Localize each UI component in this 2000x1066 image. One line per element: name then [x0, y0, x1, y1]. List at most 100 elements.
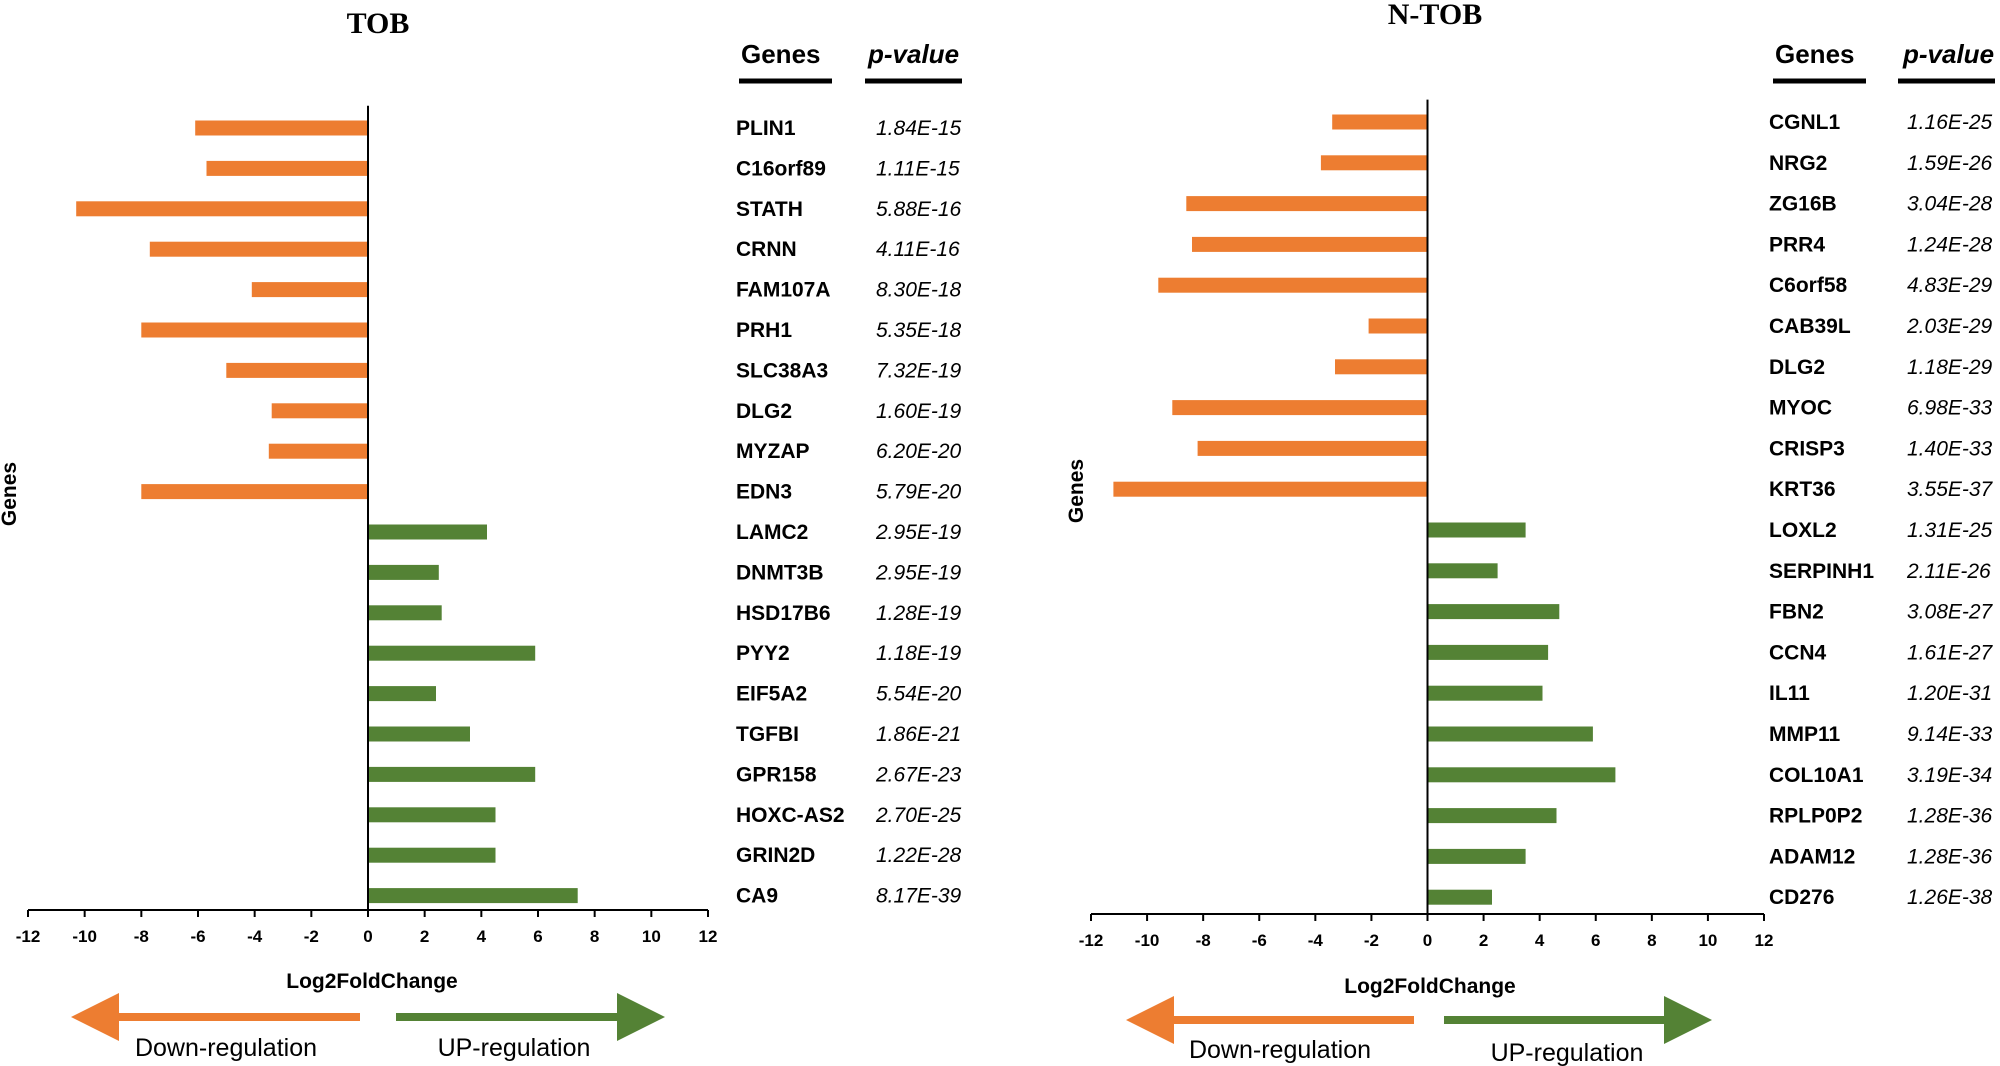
- bar-group: [1113, 114, 1616, 905]
- x-tick-label: 12: [699, 927, 718, 946]
- gene-label: COL10A1: [1769, 764, 1864, 787]
- down-regulation-label: Down-regulation: [135, 1034, 317, 1062]
- y-axis-label: Genes: [0, 462, 21, 526]
- gene-label: EIF5A2: [736, 683, 807, 706]
- x-tick-label: -8: [134, 927, 149, 946]
- p-value-label: 9.14E-33: [1907, 723, 1993, 746]
- x-tick-label: 0: [363, 927, 372, 946]
- gene-label: FBN2: [1769, 601, 1824, 624]
- gene-label: PLIN1: [736, 117, 796, 140]
- bar-pyy2: [368, 645, 536, 661]
- p-value-label: 3.08E-27: [1907, 601, 1994, 624]
- gene-label: KRT36: [1769, 478, 1836, 501]
- gene-label: RPLP0P2: [1769, 805, 1862, 828]
- bar-stath: [76, 201, 368, 217]
- p-value-label: 2.11E-26: [1906, 560, 1991, 583]
- bar-il11: [1427, 685, 1543, 701]
- p-value-label: 1.20E-31: [1907, 682, 1992, 705]
- p-value-label: 1.60E-19: [876, 400, 962, 423]
- p-value-label: 1.26E-38: [1907, 886, 1993, 909]
- x-tick-label: 8: [590, 927, 599, 946]
- p-value-label: 1.31E-25: [1907, 519, 1993, 542]
- x-tick-label: -12: [1079, 931, 1104, 950]
- x-tick-label: -2: [1364, 931, 1379, 950]
- p-value-label: 1.11E-15: [876, 157, 960, 180]
- x-tick-label: -6: [190, 927, 205, 946]
- gene-label-column: CGNL1 NRG2 ZG16B PRR4 C6orf58 CAB39L DLG2 MYOC C…: [1769, 111, 1874, 909]
- p-value-label: 4.83E-29: [1907, 274, 1993, 297]
- p-value-label: 1.24E-28: [1907, 233, 1993, 256]
- x-axis-label: Log2FoldChange: [286, 970, 458, 993]
- x-tick-label: -6: [1252, 931, 1267, 950]
- bar-c16orf89: [206, 160, 368, 176]
- p-value-label: 1.61E-27: [1907, 641, 1994, 664]
- gene-label: DNMT3B: [736, 561, 824, 584]
- bar-myoc: [1172, 400, 1428, 416]
- up-regulation-label: UP-regulation: [438, 1034, 591, 1062]
- bar-gpr158: [368, 766, 536, 782]
- gene-label: TGFBI: [736, 723, 799, 746]
- bar-cgnl1: [1332, 114, 1428, 130]
- bar-cd276: [1427, 889, 1492, 905]
- p-value-label: 2.03E-29: [1906, 315, 1993, 338]
- x-axis: -12 -10 -8 -6 -4 -2 0 2 4 6 8 10 12: [1079, 99, 1774, 950]
- n-tob-panel: N-TOB Genes Log2FoldChange Genes p-value…: [1065, 0, 1995, 1066]
- p-value-label: 6.98E-33: [1907, 397, 1993, 420]
- gene-label: CCN4: [1769, 641, 1826, 664]
- up-regulation-label: UP-regulation: [1491, 1039, 1644, 1066]
- bar-hsd17b6: [368, 605, 442, 621]
- bar-fbn2: [1427, 604, 1560, 620]
- p-value-label: 3.04E-28: [1907, 193, 1993, 216]
- tob-panel: TOB Genes Log2FoldChange Genes p-value P…: [0, 7, 962, 1062]
- p-value-label: 1.16E-25: [1907, 111, 1993, 134]
- x-tick-label: 2: [420, 927, 429, 946]
- p-value-label: 6.20E-20: [876, 440, 962, 463]
- x-axis: -12 -10 -8 -6 -4 -2 0 2 4 6 8 10 12: [16, 105, 718, 946]
- p-value-label: 3.55E-37: [1907, 478, 1994, 501]
- p-value-label: 1.18E-19: [876, 642, 962, 665]
- p-value-label: 1.86E-21: [876, 723, 961, 746]
- bar-plin1: [195, 120, 368, 136]
- gene-label: CD276: [1769, 886, 1834, 909]
- bar-crisp3: [1197, 440, 1428, 456]
- x-tick-label: 8: [1647, 931, 1656, 950]
- gene-label: CAB39L: [1769, 315, 1851, 338]
- pvalue-column: 1.84E-15 1.11E-15 5.88E-16 4.11E-16 8.30E-18…: [875, 117, 962, 908]
- gene-label: LOXL2: [1769, 519, 1837, 542]
- x-tick-label: 2: [1479, 931, 1488, 950]
- x-tick-label: 10: [1698, 931, 1717, 950]
- bar-prr4: [1192, 236, 1428, 252]
- gene-label: CRNN: [736, 238, 797, 261]
- bar-tgfbi: [368, 726, 470, 742]
- bar-rplp0p2: [1427, 808, 1557, 824]
- x-tick-label: -10: [1135, 931, 1160, 950]
- bar-group: [76, 120, 578, 904]
- y-axis-label: Genes: [1065, 459, 1088, 523]
- bar-prh1: [141, 322, 368, 338]
- x-tick-label: 12: [1755, 931, 1774, 950]
- p-value-label: 1.22E-28: [876, 844, 962, 867]
- gene-label: GPR158: [736, 763, 817, 786]
- p-value-label: 4.11E-16: [876, 238, 960, 261]
- p-value-label: 5.35E-18: [876, 319, 962, 342]
- pvalue-column: 1.16E-25 1.59E-26 3.04E-28 1.24E-28 4.83E-29…: [1906, 111, 1994, 909]
- gene-label: CA9: [736, 885, 778, 908]
- x-tick-label: 10: [642, 927, 661, 946]
- genes-column-header: Genes: [1775, 39, 1855, 69]
- gene-label: LAMC2: [736, 521, 808, 544]
- x-tick-label: 0: [1423, 931, 1432, 950]
- legend: Down-regulation UP-regulation: [71, 993, 665, 1062]
- x-axis-label: Log2FoldChange: [1344, 975, 1516, 998]
- bar-cab39l: [1368, 318, 1428, 334]
- legend: Down-regulation UP-regulation: [1126, 996, 1712, 1066]
- x-tick-label: -4: [1308, 931, 1324, 950]
- bar-eif5a2: [368, 686, 436, 702]
- bar-hoxc-as2: [368, 807, 496, 823]
- chart-title: N-TOB: [1388, 0, 1482, 31]
- p-value-label: 1.59E-26: [1907, 152, 1993, 175]
- bar-ccn4: [1427, 644, 1549, 660]
- bar-fam107a: [251, 282, 368, 298]
- x-tick-label: -8: [1196, 931, 1211, 950]
- down-regulation-label: Down-regulation: [1189, 1036, 1371, 1064]
- gene-label: MMP11: [1769, 723, 1841, 746]
